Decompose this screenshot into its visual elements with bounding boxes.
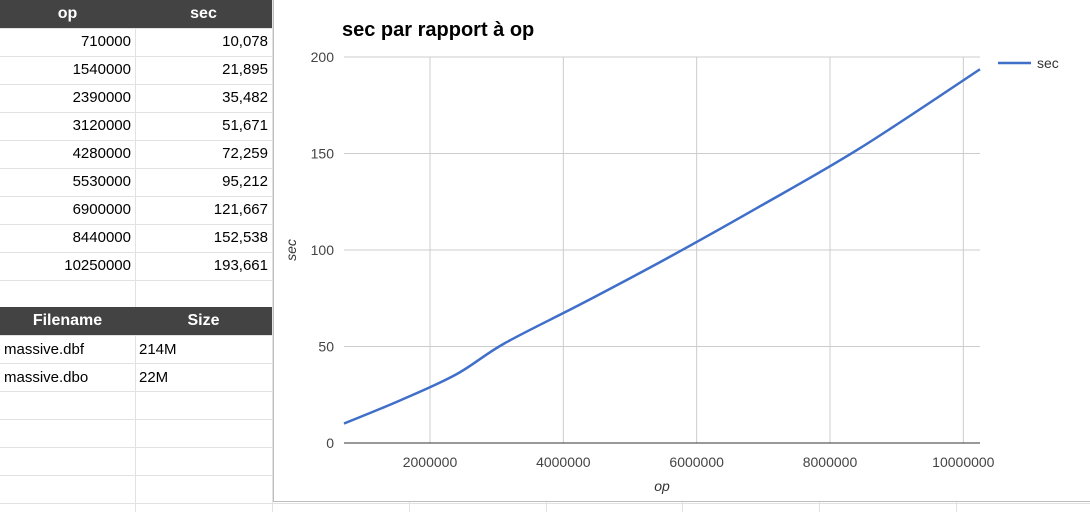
cell-size[interactable]: 22M [139,369,169,386]
y-tick-label: 0 [326,435,334,451]
cell-filename[interactable]: massive.dbo [4,369,89,386]
x-axis-label: op [654,478,670,494]
grid-line [272,0,273,512]
chart-title: sec par rapport à op [342,19,534,41]
y-tick-label: 200 [311,49,335,65]
cell-op[interactable]: 4280000 [72,145,131,162]
legend-label: sec [1037,55,1059,71]
cell-op[interactable]: 1540000 [72,61,131,78]
cell-op[interactable]: 10250000 [64,257,131,274]
column-header-filename[interactable]: Filename [0,307,135,335]
cell-op[interactable]: 3120000 [72,117,131,134]
cell-sec[interactable]: 152,538 [213,229,268,246]
cell-op[interactable]: 8440000 [72,229,131,246]
cell-op[interactable]: 6900000 [72,201,131,218]
y-tick-label: 100 [311,242,335,258]
x-tick-label: 2000000 [403,454,458,470]
column-header-sec[interactable]: sec [135,0,272,28]
embedded-chart[interactable]: sec par rapport à op sec op 0 50 100 150 200… [273,0,1090,502]
x-tick-label: 10000000 [932,454,995,470]
series-line-sec [343,68,981,425]
cell-size[interactable]: 214M [139,341,177,358]
y-axis-label: sec [283,239,299,261]
cell-op[interactable]: 710000 [80,33,131,50]
cell-sec[interactable]: 95,212 [222,173,268,190]
x-tick-label: 8000000 [803,454,858,470]
cell-sec[interactable]: 51,671 [222,117,268,134]
cell-sec[interactable]: 72,259 [222,145,268,162]
cell-op[interactable]: 2390000 [72,89,131,106]
y-tick-label: 50 [318,339,334,355]
cell-sec[interactable]: 35,482 [222,89,268,106]
column-header-size[interactable]: Size [135,307,272,335]
grid-line [0,503,1090,504]
y-tick-label: 150 [311,146,335,162]
x-tick-label: 4000000 [536,454,591,470]
line-chart: sec par rapport à op sec op 0 50 100 150 200… [283,19,1059,494]
grid-line [135,0,136,512]
cell-sec[interactable]: 21,895 [222,61,268,78]
cell-op[interactable]: 5530000 [72,173,131,190]
x-tick-label: 6000000 [669,454,724,470]
column-header-op[interactable]: op [0,0,135,28]
cell-sec[interactable]: 121,667 [213,201,268,218]
cell-sec[interactable]: 193,661 [213,257,268,274]
cell-filename[interactable]: massive.dbf [4,341,85,358]
cell-sec[interactable]: 10,078 [222,33,268,50]
